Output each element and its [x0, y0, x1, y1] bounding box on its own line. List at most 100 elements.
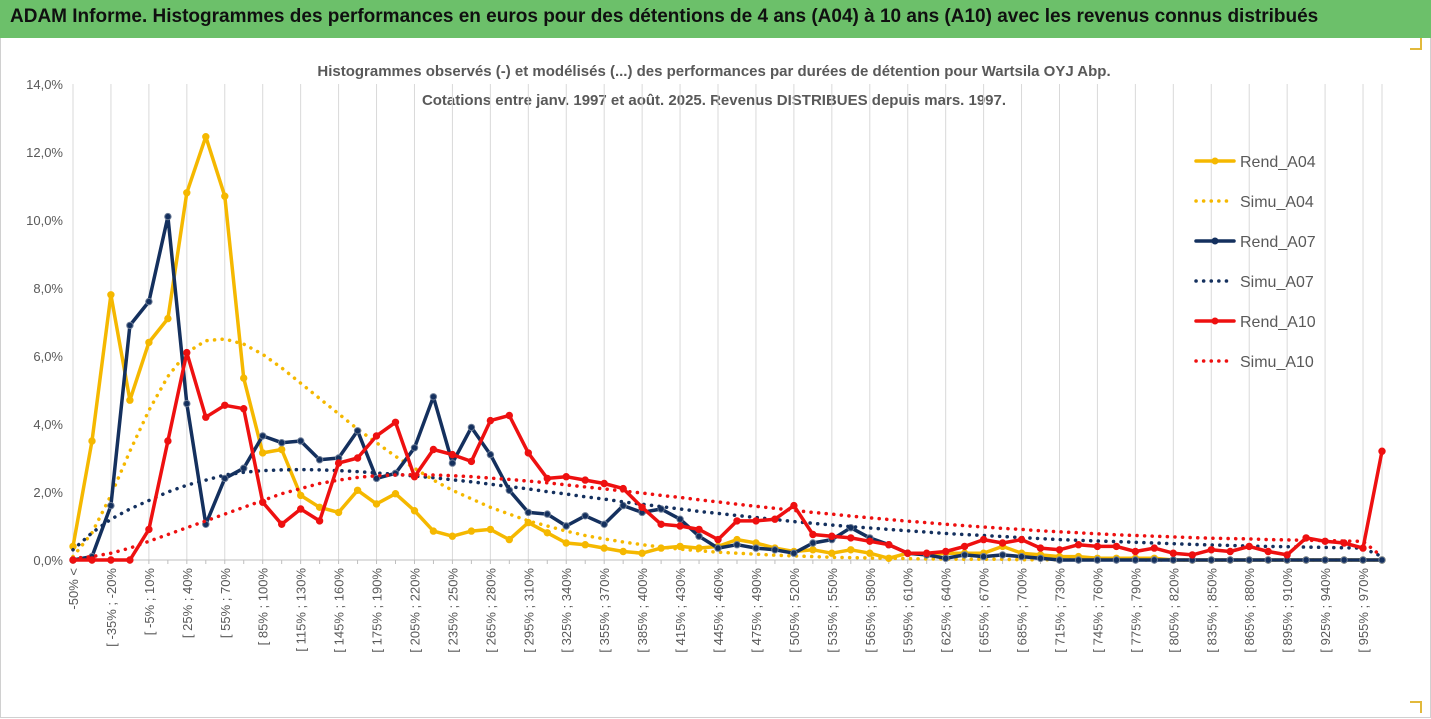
data-point-rend-a10 [752, 517, 760, 525]
x-tick-label: [ 865% ; 880% [1242, 568, 1257, 653]
data-point-rend-a04 [334, 508, 343, 517]
data-point-rend-a10 [221, 401, 229, 409]
data-point-rend-a10 [847, 534, 855, 542]
data-point-rend-a04 [107, 291, 115, 299]
data-point-rend-a10 [562, 473, 570, 481]
data-point-rend-a07 [297, 437, 305, 445]
series-line-rend-a04 [71, 134, 1384, 562]
x-tick-label: [ 355% ; 370% [597, 568, 612, 653]
data-point-rend-a07 [486, 450, 495, 459]
x-tick-label: [ 235% ; 250% [445, 568, 460, 653]
report-banner: ADAM Informe. Histogrammes des performan… [0, 0, 1431, 39]
data-point-rend-a07 [1378, 556, 1386, 564]
x-tick-label: [ 505% ; 520% [787, 568, 802, 653]
series-line-rend-a10 [71, 350, 1384, 562]
legend-label: Simu_A04 [1240, 194, 1314, 211]
data-point-rend-a07 [1207, 556, 1216, 564]
data-point-rend-a07 [543, 510, 551, 518]
data-point-rend-a10 [1017, 535, 1026, 544]
data-point-rend-a10 [505, 411, 513, 420]
data-point-rend-a04 [126, 396, 134, 404]
x-tick-label: [ 145% ; 160% [332, 568, 347, 653]
data-point-rend-a07 [790, 549, 798, 557]
x-tick-label: -50% < [66, 568, 81, 610]
data-point-rend-a07 [942, 554, 950, 562]
x-tick-label: [ 595% ; 610% [901, 568, 916, 653]
data-point-rend-a07 [1302, 556, 1310, 564]
data-point-rend-a10 [429, 445, 438, 454]
x-tick-label: [ 205% ; 220% [407, 568, 422, 653]
x-tick-label: [ 25% ; 40% [180, 568, 195, 639]
legend-label: Simu_A10 [1240, 354, 1314, 371]
data-point-rend-a10 [126, 556, 134, 564]
data-point-rend-a10 [998, 539, 1007, 547]
chart-svg: Histogrammes observés (-) et modélisés (… [26, 63, 1386, 653]
y-tick-label: 4,0% [33, 417, 63, 432]
data-point-rend-a04 [505, 535, 513, 544]
data-point-rend-a04 [581, 541, 589, 549]
data-point-rend-a10 [107, 556, 115, 564]
data-point-rend-a10 [524, 449, 532, 457]
data-point-rend-a10 [904, 549, 912, 557]
data-point-rend-a07 [467, 423, 476, 432]
selection-handle-top-right [1410, 38, 1422, 50]
data-point-rend-a07 [145, 297, 153, 306]
data-point-rend-a04 [619, 547, 627, 556]
y-tick-label: 10,0% [26, 213, 63, 228]
data-point-rend-a04 [221, 192, 229, 200]
data-point-rend-a07 [164, 212, 172, 221]
data-point-rend-a07 [960, 551, 969, 559]
legend-label: Rend_A04 [1240, 154, 1316, 171]
data-point-rend-a07 [809, 539, 817, 547]
data-point-rend-a10 [960, 542, 969, 551]
data-point-rend-a07 [581, 512, 589, 520]
data-point-rend-a04 [448, 532, 457, 540]
data-point-rend-a10 [543, 474, 551, 483]
chart-subtitle: Cotations entre janv. 1997 et août. 2025… [422, 92, 1006, 109]
data-point-rend-a07 [676, 515, 684, 523]
data-point-rend-a04 [429, 527, 438, 535]
x-tick-label: [ 955% ; 970% [1356, 568, 1371, 653]
x-tick-label: [ 265% ; 280% [483, 568, 498, 653]
legend-marker [1211, 317, 1219, 325]
data-point-rend-a04 [410, 507, 419, 515]
data-point-rend-a10 [1150, 544, 1159, 552]
data-point-rend-a10 [315, 517, 324, 525]
data-point-rend-a04 [847, 546, 855, 554]
data-point-rend-a10 [486, 416, 495, 425]
x-tick-label: [ -35% ; -20% [104, 568, 119, 647]
data-point-rend-a10 [334, 459, 343, 467]
data-point-rend-a10 [145, 525, 153, 534]
data-point-rend-a10 [240, 405, 248, 413]
data-point-rend-a10 [1378, 447, 1386, 455]
data-point-rend-a07 [695, 532, 703, 540]
data-point-rend-a04 [467, 527, 476, 535]
data-point-rend-a07 [259, 432, 267, 440]
data-point-rend-a10 [1264, 547, 1272, 556]
data-point-rend-a10 [771, 515, 779, 523]
data-point-rend-a04 [240, 374, 248, 382]
data-point-rend-a07 [1131, 556, 1140, 564]
data-point-rend-a10 [391, 418, 400, 426]
data-point-rend-a10 [600, 479, 608, 488]
x-tick-label: [ 625% ; 640% [939, 568, 954, 653]
y-tick-label: 12,0% [26, 145, 63, 160]
data-point-rend-a07 [221, 474, 229, 483]
data-point-rend-a07 [1074, 556, 1083, 564]
y-tick-label: 0,0% [33, 553, 63, 568]
selection-handle-bottom-right [1410, 701, 1422, 713]
data-point-rend-a10 [885, 541, 893, 549]
legend-item-simu-a07: Simu_A07 [1194, 274, 1314, 291]
data-point-rend-a10 [278, 520, 286, 528]
data-point-rend-a07 [1245, 556, 1253, 564]
data-point-rend-a10 [733, 517, 741, 525]
series-line-rend-a07 [71, 214, 1384, 562]
x-tick-label: [ 175% ; 190% [370, 568, 385, 653]
legend-marker [1211, 237, 1219, 245]
y-axis: 0,0% 2,0% 4,0% 6,0% 8,0% 10,0% 12,0% 14,0% [26, 77, 63, 568]
data-point-rend-a07 [1112, 556, 1121, 564]
x-tick-label: [ 55% ; 70% [218, 568, 233, 639]
data-point-rend-a10 [1207, 546, 1216, 554]
data-point-rend-a04 [866, 549, 874, 557]
data-point-rend-a10 [1055, 546, 1064, 554]
